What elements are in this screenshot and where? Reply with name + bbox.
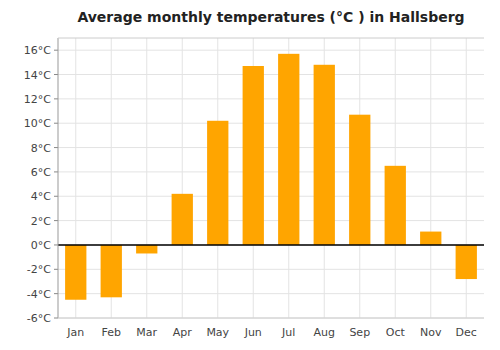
y-tick — [54, 220, 58, 221]
y-grid-line — [58, 74, 484, 75]
y-grid-line — [58, 196, 484, 197]
plot-top-edge — [58, 38, 484, 39]
y-tick-label: 6°C — [31, 166, 51, 179]
y-tick-label: -4°C — [27, 288, 51, 301]
x-tick-label: Oct — [386, 326, 406, 339]
y-grid-line — [58, 98, 484, 99]
y-tick-label: -2°C — [27, 263, 51, 276]
y-tick — [54, 196, 58, 197]
bars — [65, 54, 477, 300]
y-tick-label: 2°C — [31, 215, 51, 228]
y-grid-line — [58, 318, 484, 319]
x-grid-line — [146, 38, 147, 318]
y-tick — [54, 147, 58, 148]
y-tick — [54, 269, 58, 270]
bar — [278, 54, 299, 245]
y-tick-label: -6°C — [27, 312, 51, 325]
bar — [65, 245, 86, 300]
y-grid-line — [58, 269, 484, 270]
y-axis-line — [58, 38, 59, 318]
zero-line — [58, 244, 484, 246]
x-tick-label: Mar — [136, 326, 157, 339]
bar — [207, 121, 228, 245]
y-tick — [54, 171, 58, 172]
bar — [420, 232, 441, 245]
y-grid-line — [58, 244, 484, 245]
x-tick-label: Dec — [456, 326, 477, 339]
bar — [101, 245, 122, 297]
y-tick-label: 12°C — [24, 93, 51, 106]
x-tick-label: Jun — [244, 326, 262, 339]
y-tick — [54, 123, 58, 124]
y-tick — [54, 244, 58, 245]
chart-svg: Average monthly temperatures (°C ) in Ha… — [0, 0, 500, 350]
y-tick-label: 4°C — [31, 190, 51, 203]
y-grid-line — [58, 171, 484, 172]
x-tick-label: Feb — [102, 326, 121, 339]
y-tick — [54, 98, 58, 99]
x-tick-label: May — [206, 326, 229, 339]
bar — [385, 166, 406, 245]
x-tick-label: Sep — [349, 326, 370, 339]
x-tick-label: Apr — [173, 326, 193, 339]
bar — [349, 115, 370, 245]
y-tick — [54, 74, 58, 75]
y-grid-line — [58, 293, 484, 294]
y-tick-label: 0°C — [31, 239, 51, 252]
bar — [243, 66, 264, 245]
x-grid-line — [430, 38, 431, 318]
x-tick-label: Jan — [66, 326, 84, 339]
y-grid-line — [58, 123, 484, 124]
title: Average monthly temperatures (°C ) in Ha… — [77, 9, 464, 25]
y-grid-line — [58, 220, 484, 221]
y-tick-label: 16°C — [24, 44, 51, 57]
x-tick-label: Aug — [314, 326, 335, 339]
x-grid-line — [182, 38, 183, 318]
bar — [456, 245, 477, 279]
y-tick — [54, 293, 58, 294]
bar — [136, 245, 157, 254]
y-grid-line — [58, 147, 484, 148]
chart-container: Average monthly temperatures (°C ) in Ha… — [0, 0, 500, 350]
grid — [58, 38, 484, 318]
y-grid-line — [58, 50, 484, 51]
y-tick — [54, 318, 58, 319]
y-tick-label: 10°C — [24, 117, 51, 130]
bar — [314, 65, 335, 245]
y-tick-label: 8°C — [31, 142, 51, 155]
plot-bottom-edge — [58, 318, 484, 319]
y-tick — [54, 50, 58, 51]
axes: -6°C -4°C -2°C 0°C 2°C 4°C 6°C 8°C 10°C 12°C 14°C 1… — [24, 44, 477, 339]
bar — [172, 194, 193, 245]
x-tick-label: Jul — [281, 326, 295, 339]
x-tick-label: Nov — [420, 326, 442, 339]
y-tick-label: 14°C — [24, 69, 51, 82]
